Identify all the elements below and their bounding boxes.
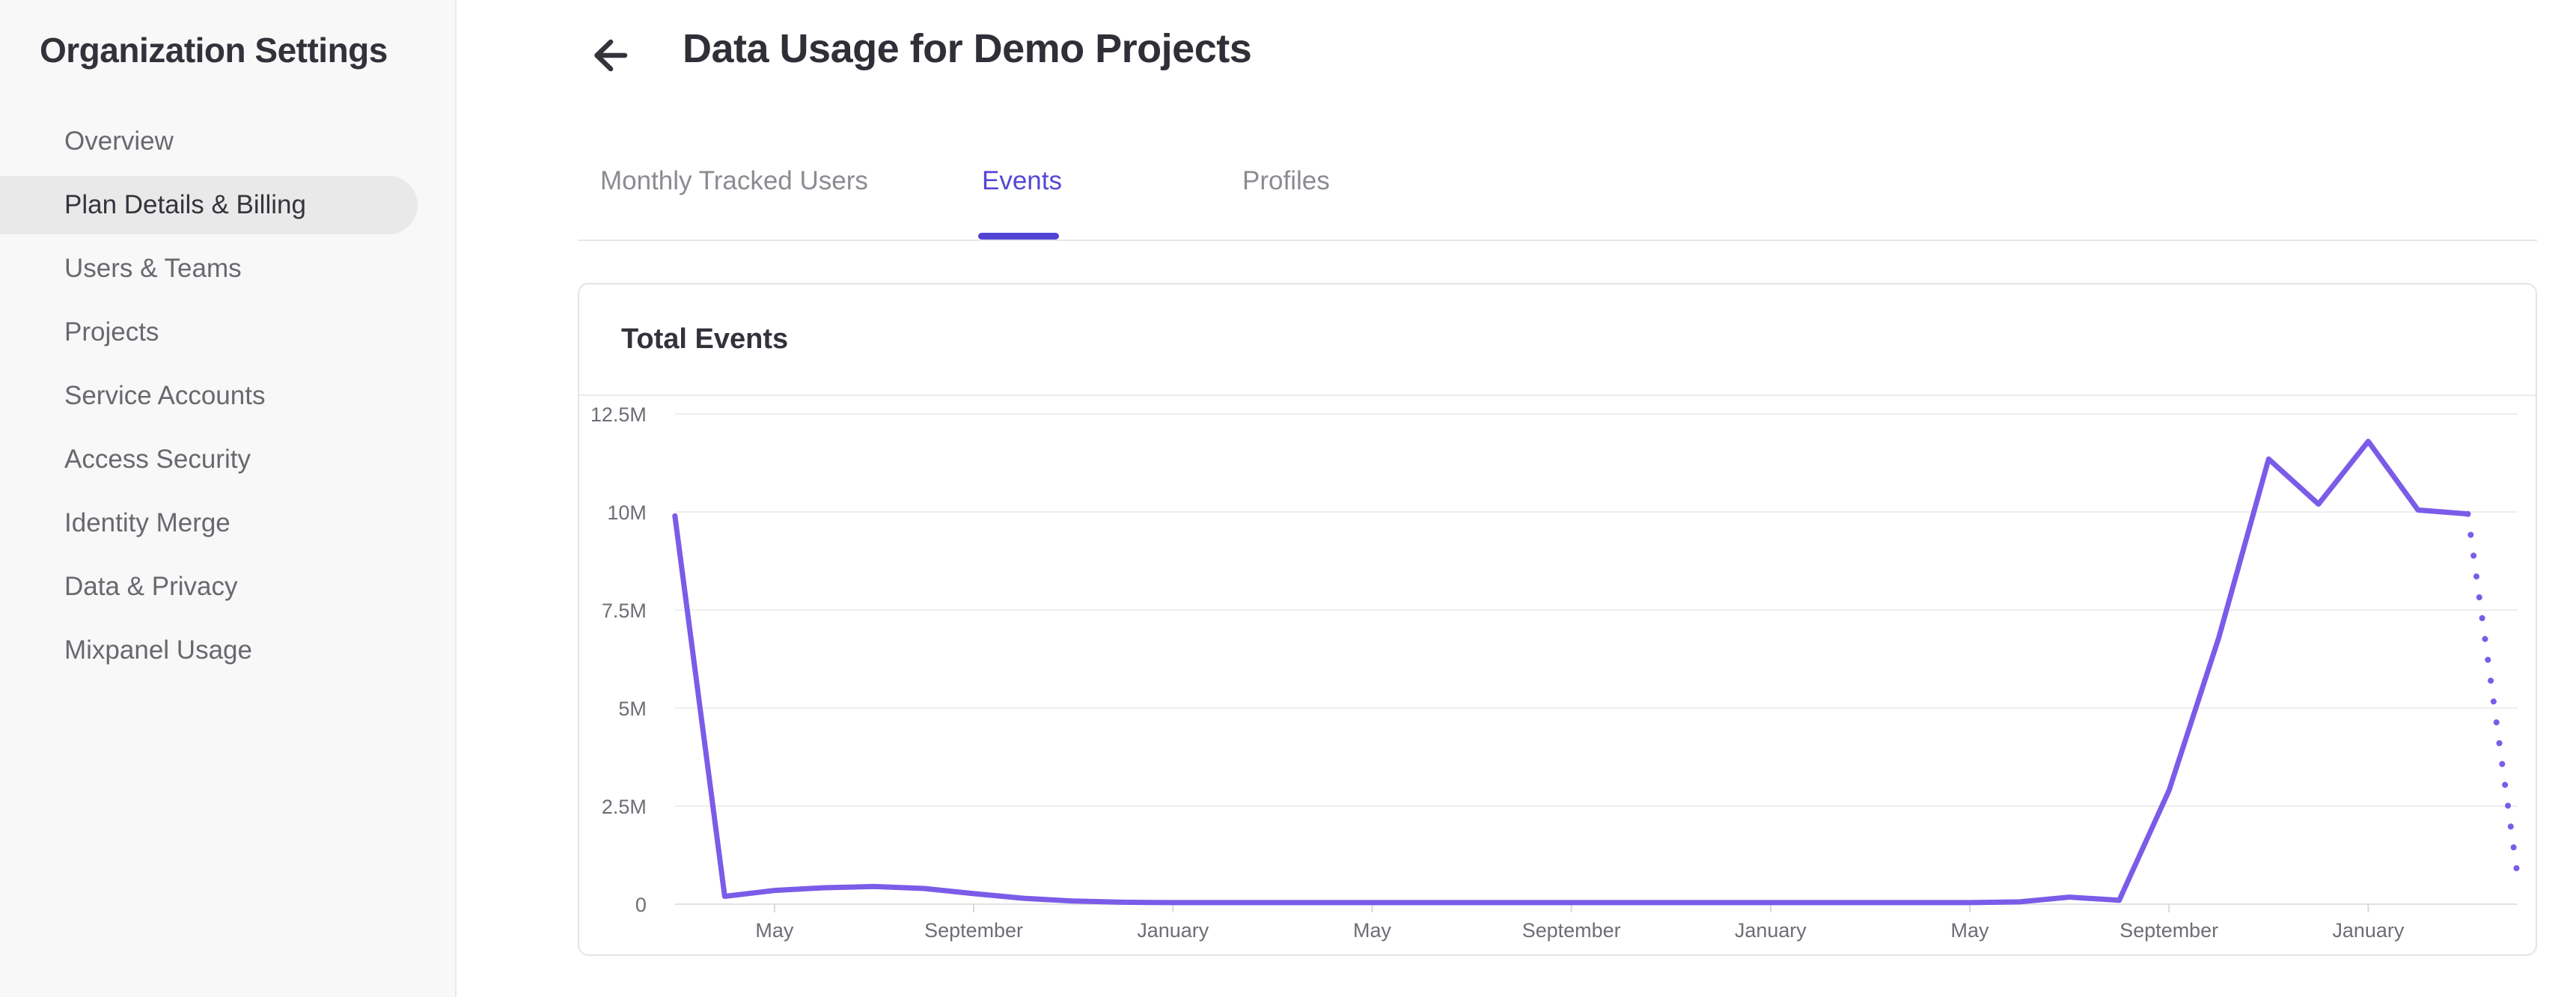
tab-profiles[interactable]: Profiles <box>1242 166 1330 195</box>
sidebar-item-plan-details-billing[interactable]: Plan Details & Billing <box>0 176 418 234</box>
tabs-divider <box>578 240 2537 241</box>
sidebar-item-overview[interactable]: Overview <box>64 126 174 156</box>
x-axis-label: May <box>1353 919 1391 942</box>
line-chart-canvas: 12.5M 10M 7.5M 5M 2.5M 0 May September January Ma… <box>590 403 2521 942</box>
card-header: Total Events <box>579 284 2536 396</box>
back-button[interactable] <box>591 36 630 75</box>
tab-bar: Monthly Tracked Users Events Profiles <box>457 0 2576 243</box>
total-events-chart: 12.5M 10M 7.5M 5M 2.5M 0 May September January Ma… <box>579 396 2536 957</box>
sidebar-item-identity-merge[interactable]: Identity Merge <box>64 508 231 537</box>
tab-events[interactable]: Events <box>982 166 1062 195</box>
x-axis-label: September <box>1522 919 1621 942</box>
y-axis-label: 7.5M <box>602 600 647 622</box>
sidebar-item-users-teams[interactable]: Users & Teams <box>64 254 242 283</box>
x-axis-label: May <box>1951 919 1989 942</box>
sidebar: Organization Settings Overview Plan Deta… <box>0 0 457 997</box>
data-line-solid <box>672 439 2470 906</box>
tab-monthly-tracked-users[interactable]: Monthly Tracked Users <box>600 166 868 195</box>
sidebar-item-mixpanel-usage[interactable]: Mixpanel Usage <box>64 635 252 665</box>
main-content: Data Usage for Demo Projects Monthly Tra… <box>457 0 2576 997</box>
x-axis-label: January <box>1137 919 1209 942</box>
y-axis-label: 10M <box>607 501 646 524</box>
y-axis-label: 5M <box>618 698 646 720</box>
data-line-projected-dotted <box>2464 510 2521 880</box>
sidebar-item-access-security[interactable]: Access Security <box>64 445 251 474</box>
sidebar-item-data-privacy[interactable]: Data & Privacy <box>64 572 238 601</box>
y-axis-label: 2.5M <box>602 796 647 818</box>
y-axis-label: 0 <box>635 894 647 916</box>
sidebar-nav: Overview Plan Details & Billing Users & … <box>0 112 457 685</box>
x-axis-label: September <box>2119 919 2218 942</box>
x-axis-label: May <box>755 919 793 942</box>
sidebar-item-service-accounts[interactable]: Service Accounts <box>64 381 266 410</box>
arrow-left-icon <box>591 39 630 77</box>
sidebar-title: Organization Settings <box>40 31 388 70</box>
y-axis-label: 12.5M <box>590 403 647 426</box>
x-axis-label: January <box>1735 919 1807 942</box>
x-axis-label: January <box>2332 919 2404 942</box>
active-tab-underline <box>978 233 1059 240</box>
x-axis-label: September <box>924 919 1023 942</box>
page-title: Data Usage for Demo Projects <box>683 26 1252 71</box>
sidebar-item-projects[interactable]: Projects <box>64 317 159 347</box>
card-title: Total Events <box>621 323 789 355</box>
total-events-card: Total Events 12.5M 10M 7.5M 5M 2.5M 0 May Septe… <box>578 283 2537 956</box>
